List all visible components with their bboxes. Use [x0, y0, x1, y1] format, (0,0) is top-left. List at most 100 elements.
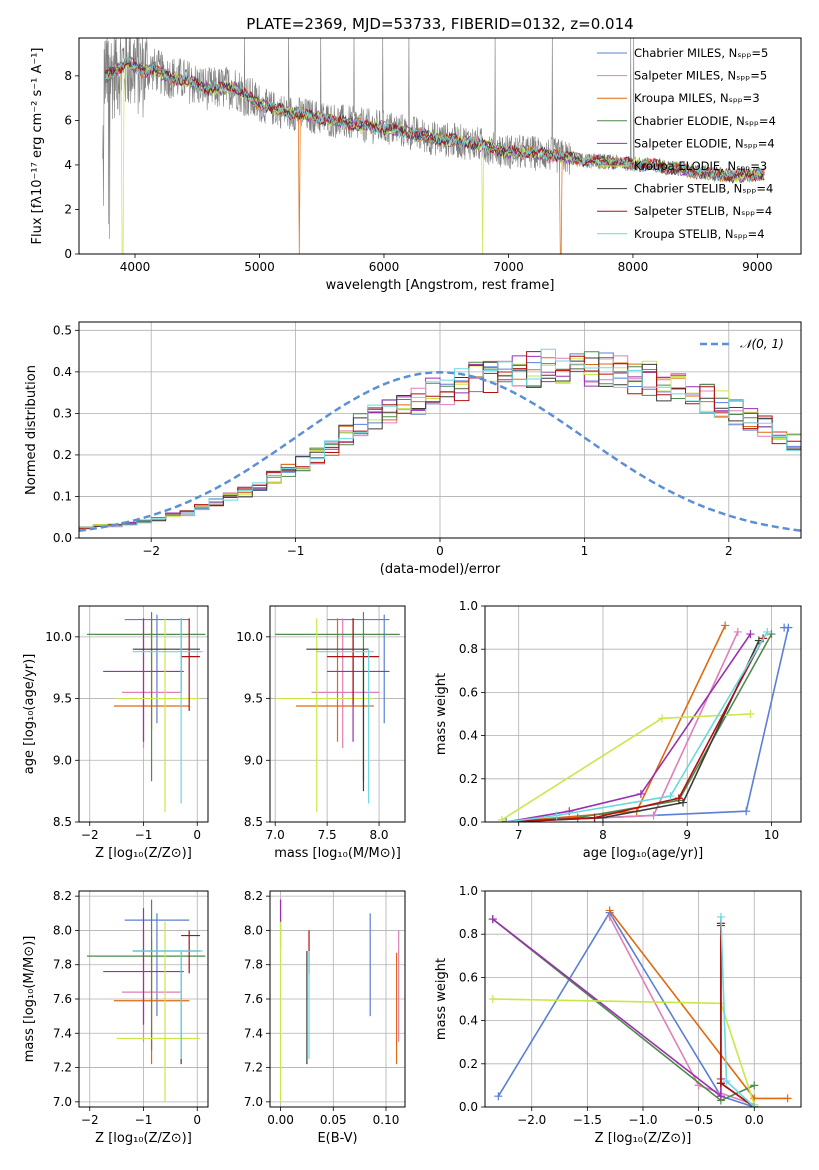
y-tick-label: 7.6 — [53, 992, 72, 1006]
x-axis-label: age [log₁₀(age/yr)] — [583, 846, 704, 861]
weight-marker-salpeter-elodie — [636, 789, 645, 798]
mass-vs-Z-panel: −2 −1 0 7.0 7.2 7.4 7.6 7.8 8.0 8.2 Z [log₁₀(Z/Z⊙)… — [22, 889, 209, 1146]
weight-marker-chabrier-stelib — [679, 798, 688, 807]
weight-marker-kroupa-miles — [783, 1094, 792, 1103]
y-tick-label: 8.5 — [244, 815, 263, 829]
y-tick-label: 7.8 — [244, 958, 263, 972]
y-tick-label: 7.2 — [53, 1061, 72, 1075]
x-tick-label: 7 — [515, 828, 523, 842]
legend-label: Salpeter MILES, Nₛₚₚ=5 — [634, 69, 767, 83]
weight-marker-kroupa-stelib — [666, 792, 675, 801]
y-tick-label: 7.4 — [53, 1026, 72, 1040]
y-tick-label: 8.0 — [53, 923, 72, 937]
y-tick-label: 0.2 — [459, 772, 478, 786]
axes-frame — [78, 37, 802, 255]
x-tick-label: −1 — [135, 828, 153, 842]
weight-marker-salpeter-stelib — [716, 1079, 725, 1088]
x-tick-label: 8 — [599, 828, 607, 842]
y-tick-label: 0.5 — [53, 323, 72, 337]
x-tick-label: −1 — [287, 544, 305, 558]
y-tick-label: 4 — [64, 158, 72, 172]
mass-weight-vs-age-panel: 7 8 9 10 0.0 0.2 0.4 0.6 0.8 1.0 age [log₁₀(age/yr… — [434, 599, 802, 861]
plot-area — [79, 348, 801, 532]
y-tick-label: 7.2 — [244, 1061, 263, 1075]
legend-label: Chabrier ELODIE, Nₛₚₚ=4 — [634, 114, 776, 128]
y-tick-label: 0.2 — [53, 448, 72, 462]
y-tick-label: 9.0 — [53, 753, 72, 767]
y-tick-label: 0.4 — [459, 729, 478, 743]
x-tick-label: −0.5 — [684, 1113, 713, 1127]
y-tick-label: 0.4 — [53, 365, 72, 379]
x-tick-label: −1.0 — [628, 1113, 657, 1127]
x-tick-label: 1 — [581, 544, 589, 558]
x-tick-label: 0.0 — [745, 1113, 764, 1127]
legend-label: Chabrier MILES, Nₛₚₚ=5 — [634, 46, 768, 60]
weight-marker-chabrier-elodie — [767, 630, 776, 639]
axes-frame — [78, 321, 802, 539]
weight-marker-chabrier-miles — [494, 1092, 503, 1101]
y-axis-label: Flux [fλ10⁻¹⁷ erg cm⁻² s⁻¹ A⁻¹] — [30, 48, 45, 245]
weight-marker-salpeter-stelib — [674, 794, 683, 803]
y-tick-label: 0.2 — [459, 1057, 478, 1071]
legend-label: 𝒩(0, 1) — [740, 337, 784, 351]
weight-line-salpeter-stelib — [506, 638, 764, 822]
weight-marker-salpeter-miles — [649, 811, 658, 820]
axes-frame — [484, 605, 802, 823]
model-spectrum-salpeter-stelib — [104, 56, 765, 183]
axes-frame — [269, 890, 406, 1108]
weight-marker-kroupa-elodie — [657, 714, 666, 723]
y-tick-label: 9.0 — [244, 753, 263, 767]
axes-frame — [78, 605, 209, 823]
plot-area — [275, 612, 400, 813]
weight-marker-kroupa-stelib — [722, 1077, 731, 1086]
y-tick-label: 10.0 — [236, 630, 263, 644]
x-tick-label: 7.0 — [266, 828, 285, 842]
y-tick-label: 0.3 — [53, 406, 72, 420]
legend-label: Kroupa ELODIE, Nₛₚₚ=3 — [634, 159, 767, 173]
x-tick-label: 5000 — [244, 260, 275, 274]
x-tick-label: 9000 — [742, 260, 773, 274]
x-tick-label: 7000 — [493, 260, 524, 274]
mass-weight-vs-Z-panel: −2.0 −1.5 −1.0 −0.5 0.0 0.0 0.2 0.4 0.6 0.8 1.0 Z [… — [434, 884, 802, 1146]
y-tick-label: 8 — [64, 69, 72, 83]
y-tick-label: 7.6 — [244, 992, 263, 1006]
weight-line-salpeter-elodie — [505, 633, 752, 822]
y-tick-label: 0.6 — [459, 685, 478, 699]
x-tick-label: 7.5 — [318, 828, 337, 842]
x-tick-label: 9 — [683, 828, 691, 842]
x-tick-label: 0.10 — [373, 1113, 400, 1127]
weight-marker-salpeter-elodie — [746, 630, 755, 639]
y-tick-label: 7.4 — [244, 1026, 263, 1040]
y-tick-label: 0.0 — [53, 531, 72, 545]
gaussian-curve — [79, 371, 801, 532]
y-tick-label: 8.5 — [53, 815, 72, 829]
x-tick-label: 6000 — [369, 260, 400, 274]
x-axis-label: E(B-V) — [317, 1131, 357, 1146]
y-axis-label: mass weight — [434, 958, 449, 1040]
y-tick-label: 7.0 — [244, 1095, 263, 1109]
y-tick-label: 1.0 — [459, 599, 478, 613]
histogram-kroupa-stelib — [79, 348, 801, 528]
weight-marker-salpeter-elodie — [716, 1092, 725, 1101]
weight-marker-kroupa-miles — [605, 906, 614, 915]
x-tick-label: −1 — [135, 1113, 153, 1127]
age-vs-Z-panel: −2 −1 0 8.5 9.0 9.5 10.0 Z [log₁₀(Z/Z⊙)] age [lo… — [22, 605, 209, 861]
y-tick-label: 8.2 — [244, 889, 263, 903]
y-tick-label: 0.0 — [459, 815, 478, 829]
x-tick-label: 4000 — [120, 260, 151, 274]
x-axis-label: Z [log₁₀(Z/Z⊙)] — [95, 1131, 192, 1146]
plot-area — [497, 621, 793, 822]
x-axis-label: mass [log₁₀(M/M⊙)] — [274, 846, 401, 861]
y-tick-label: 0.8 — [459, 927, 478, 941]
x-tick-label: −2.0 — [517, 1113, 546, 1127]
plot-area — [87, 899, 206, 1102]
y-tick-label: 1.0 — [459, 884, 478, 898]
plot-area — [279, 899, 400, 1102]
weight-marker-salpeter-elodie — [488, 915, 497, 924]
weight-marker-kroupa-elodie — [497, 815, 506, 822]
legend-label: Kroupa STELIB, Nₛₚₚ=4 — [634, 227, 765, 241]
y-axis-label: Normed distribution — [24, 365, 39, 495]
plot-area — [87, 612, 206, 813]
weight-line-chabrier-miles — [497, 911, 755, 1107]
